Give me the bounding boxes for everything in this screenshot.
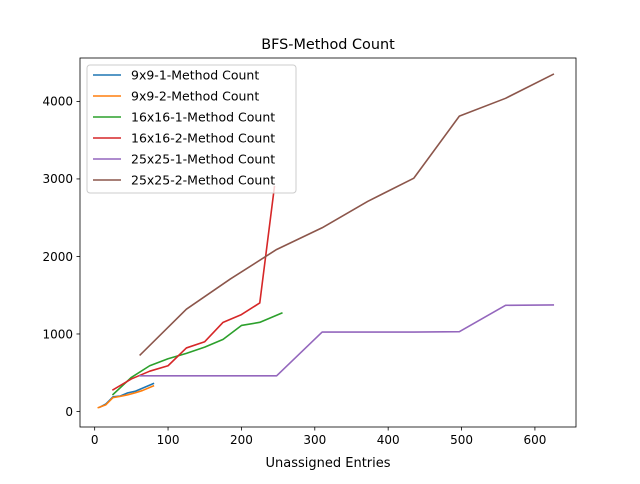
legend-label-5: 25x25-1-Method Count [131,152,275,167]
axis-layer: 0 100 200 300 400 500 600 0 1000 2000 3000 4000 [42,95,546,447]
x-tick-label: 200 [230,433,253,447]
legend-label-1: 9x9-1-Method Count [131,68,259,83]
x-tick-label: 300 [303,433,326,447]
series-line-6 [139,73,555,357]
legend-label-4: 16x16-2-Method Count [131,131,275,146]
x-tick-label: 100 [157,433,180,447]
legend-label-6: 25x25-2-Method Count [131,173,275,188]
legend-label-2: 9x9-2-Method Count [131,89,259,104]
y-tick-label: 0 [65,405,73,419]
x-tick-label: 400 [377,433,400,447]
series-line-2 [97,384,155,409]
chart-title: BFS-Method Count [261,37,395,53]
x-tick-label: 600 [523,433,546,447]
x-axis-label: Unassigned Entries [265,456,390,471]
plot-frame [79,57,577,428]
legend-frame [86,64,297,194]
x-tick-label: 0 [91,433,99,447]
x-tick-label: 500 [450,433,473,447]
legend-label-3: 16x16-1-Method Count [131,110,275,125]
y-tick-label: 2000 [42,250,73,264]
y-tick-label: 3000 [42,172,73,186]
y-tick-label: 4000 [42,95,73,109]
series-layer [97,73,555,409]
y-tick-label: 1000 [42,327,73,341]
series-line-5 [139,304,555,377]
legend: 9x9-1-Method Count 9x9-2-Method Count 16x1… [86,64,297,194]
series-line-3 [111,311,283,396]
